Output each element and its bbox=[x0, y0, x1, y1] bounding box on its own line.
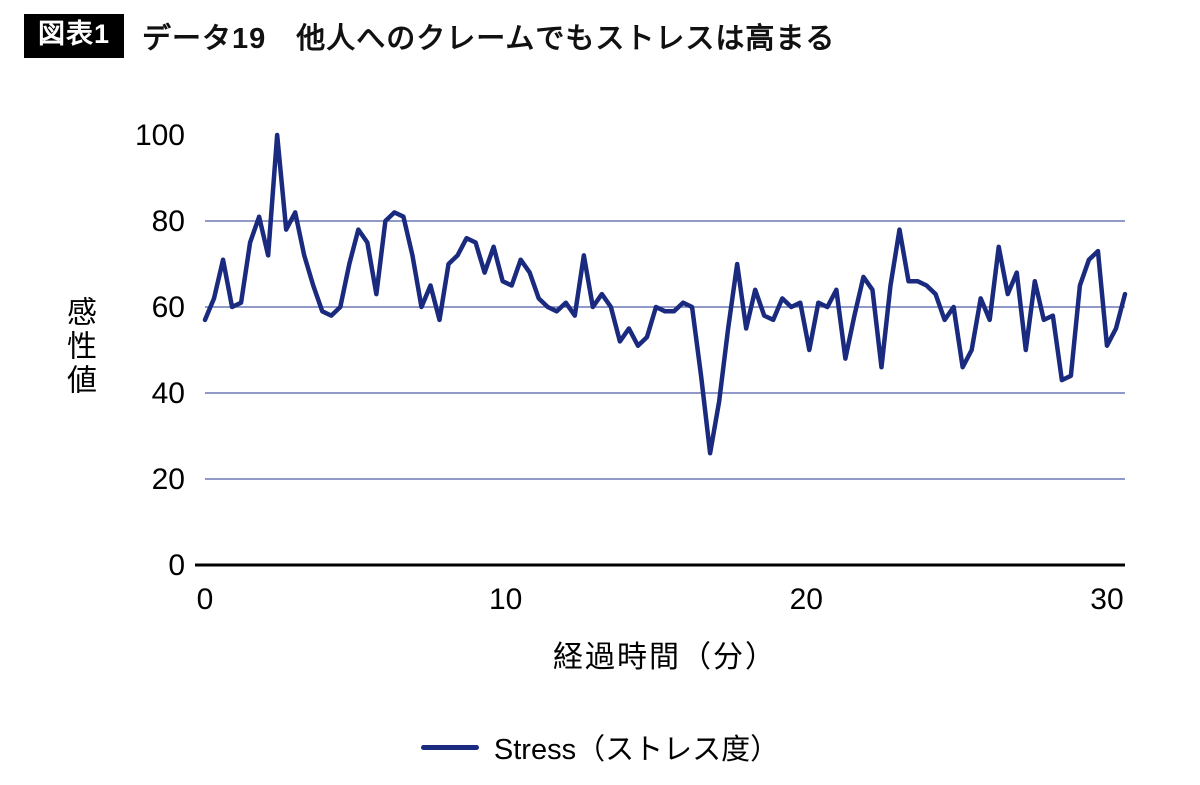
y-tick-label: 100 bbox=[135, 119, 185, 152]
legend-label: Stress（ストレス度） bbox=[493, 734, 780, 766]
y-tick-label: 80 bbox=[152, 205, 185, 238]
x-axis-label: 経過時間（分） bbox=[553, 641, 777, 674]
x-tick-label: 20 bbox=[790, 583, 823, 616]
stress-series-line bbox=[202, 132, 1128, 456]
x-tick-label: 30 bbox=[1090, 583, 1123, 616]
legend-line-swatch bbox=[420, 744, 479, 750]
figure-title: データ19 他人へのクレームでもストレスは高まる bbox=[142, 22, 836, 55]
y-tick-label: 60 bbox=[152, 291, 185, 324]
figure-badge: 図表1 bbox=[24, 14, 125, 58]
x-tick-label: 10 bbox=[489, 583, 522, 616]
chart-legend: Stress（ストレス度） bbox=[0, 726, 1200, 768]
y-tick-label: 0 bbox=[168, 549, 185, 582]
y-tick-label: 40 bbox=[152, 377, 185, 410]
y-tick-label: 20 bbox=[152, 463, 185, 496]
x-tick-label: 0 bbox=[197, 583, 214, 616]
stress-line-chart: 0 20 40 60 80 100 0 10 20 30 bbox=[135, 119, 1128, 616]
figure-header: 図表1 データ19 他人へのクレームでもストレスは高まる bbox=[24, 14, 835, 58]
y-axis-label: 感性値 bbox=[62, 296, 95, 398]
